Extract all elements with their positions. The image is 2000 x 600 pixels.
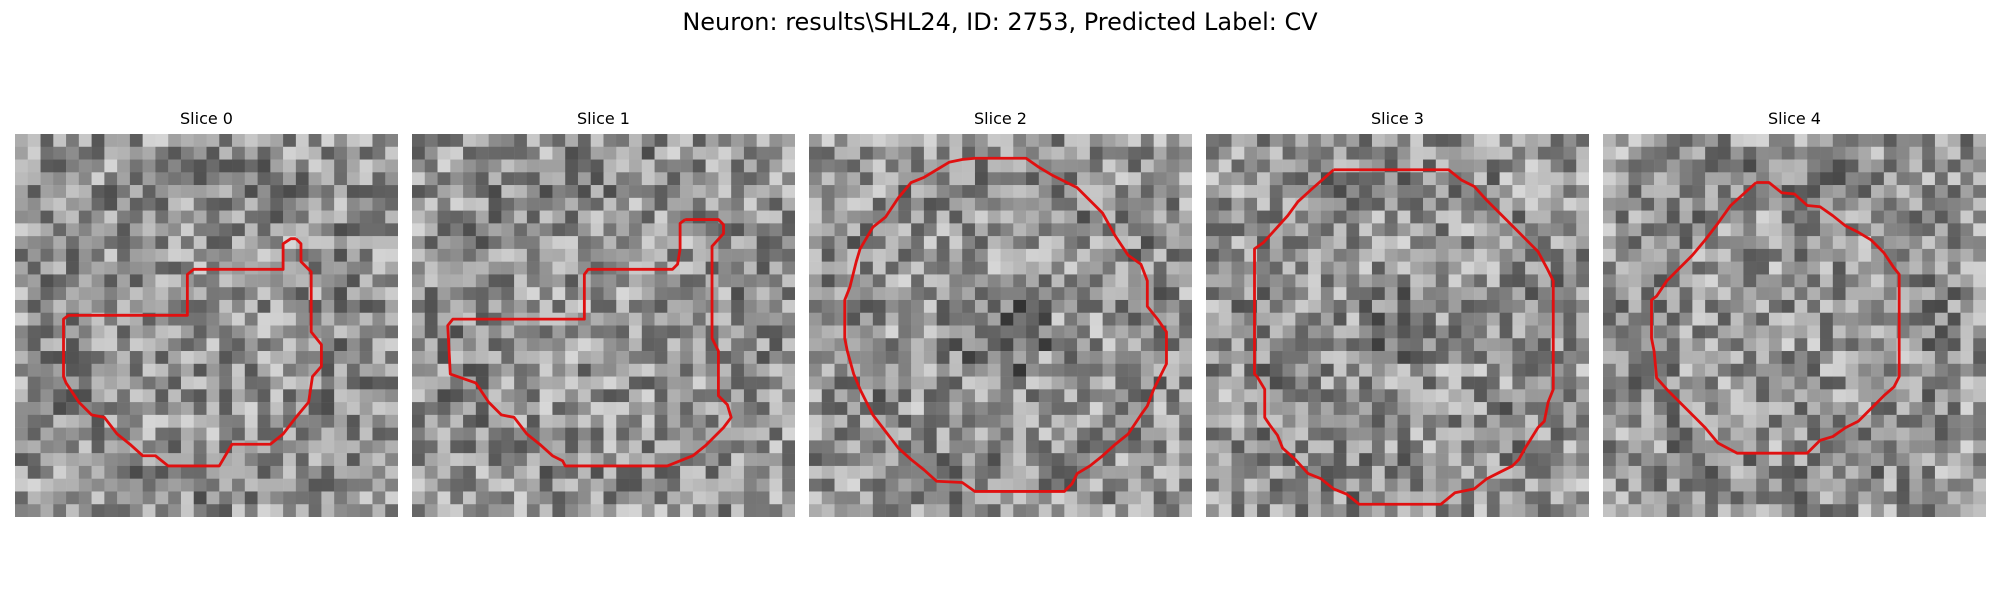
segmentation-contour	[446, 218, 733, 468]
segmentation-contour	[1253, 168, 1555, 506]
figure-title: Neuron: results\SHL24, ID: 2753, Predict…	[682, 8, 1318, 36]
panel-title: Slice 2	[974, 109, 1027, 128]
panel-title: Slice 0	[180, 109, 233, 128]
pixel-grid	[809, 134, 1192, 517]
panel-title: Slice 1	[577, 109, 630, 128]
panel-title: Slice 3	[1371, 109, 1424, 128]
segmentation-contour	[843, 156, 1168, 493]
pixel-grid	[412, 134, 795, 517]
pixel-grid	[1206, 134, 1589, 517]
segmentation-contour	[62, 237, 323, 468]
slice-image	[412, 134, 795, 517]
slice-image	[1206, 134, 1589, 517]
pixel-grid	[1603, 134, 1986, 517]
slice-image	[15, 134, 398, 517]
pixel-grid	[15, 134, 398, 517]
slice-image	[1603, 134, 1986, 517]
slice-image	[809, 134, 1192, 517]
panel-title: Slice 4	[1768, 109, 1821, 128]
segmentation-contour	[1650, 181, 1901, 455]
